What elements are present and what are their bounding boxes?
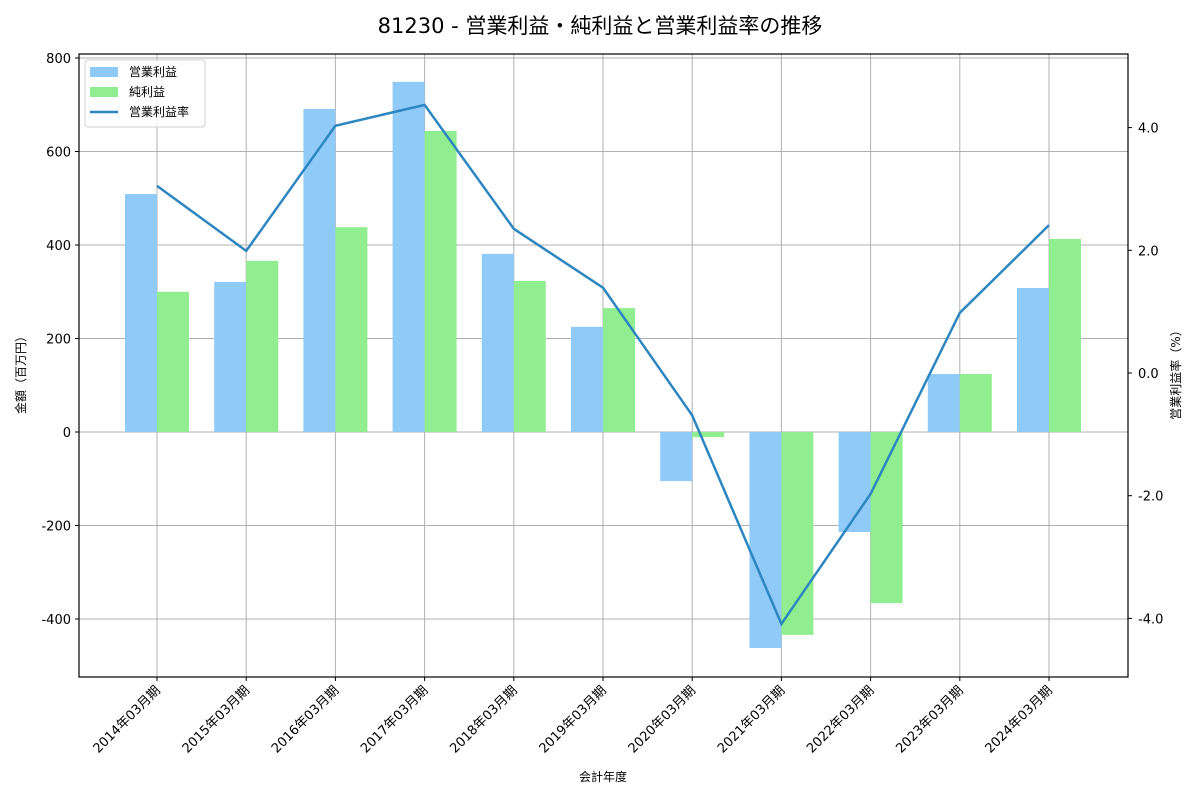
legend-label: 営業利益率: [129, 104, 189, 119]
y2-tick-label: 4.0: [1138, 122, 1159, 137]
operating-profit-bar: [392, 81, 425, 432]
operating-margin-line: [156, 103, 1050, 627]
x-tick-label: 2019年03月期: [537, 683, 610, 756]
legend-swatch-icon: [90, 87, 118, 97]
legend-swatch-icon: [90, 67, 118, 77]
y-axis-label: 金額（百万円）: [13, 330, 28, 414]
x-axis: 2014年03月期 2015年03月期 2016年03月期 2017年03月期 2018…: [91, 677, 1056, 757]
y2-axis-label: 営業利益率（%）: [1168, 324, 1183, 419]
net-profit-bar: [424, 130, 457, 432]
y-tick-label: 400: [46, 239, 71, 254]
line-series: [156, 103, 1050, 627]
y2-tick-label: 2.0: [1138, 244, 1159, 259]
x-tick-label: 2022年03月期: [804, 683, 877, 756]
x-tick-label: 2014年03月期: [91, 683, 164, 756]
x-tick-label: 2020年03月期: [626, 683, 699, 756]
net-profit-bar: [513, 280, 546, 432]
operating-profit-bar: [571, 326, 603, 432]
x-tick-label: 2023年03月期: [893, 683, 966, 756]
net-profit-bar: [959, 374, 992, 432]
y-tick-label: 0: [63, 426, 71, 441]
x-tick-label: 2016年03月期: [269, 683, 342, 756]
net-profit-bar: [870, 432, 903, 604]
left-y-axis: -400 -200 0 200 400 600 800: [41, 52, 79, 628]
y-tick-label: 200: [46, 333, 71, 348]
right-y-axis: -4.0 -2.0 0.0 2.0 4.0: [1128, 122, 1163, 627]
y-tick-label: 600: [46, 146, 71, 161]
y-tick-label: 800: [46, 52, 71, 67]
legend-label: 営業利益: [129, 65, 177, 79]
y2-tick-label: -4.0: [1138, 612, 1163, 627]
x-tick-label: 2024年03月期: [983, 683, 1056, 756]
y2-tick-label: -2.0: [1138, 490, 1163, 505]
net-profit-bar: [157, 291, 189, 432]
net-profit-bar: [781, 432, 814, 635]
x-tick-label: 2017年03月期: [358, 683, 431, 756]
x-tick-label: 2015年03月期: [180, 683, 253, 756]
operating-profit-bar: [125, 194, 157, 432]
operating-profit-bar: [303, 108, 336, 433]
y2-tick-label: 0.0: [1138, 367, 1159, 382]
net-profit-bar: [246, 260, 279, 432]
operating-profit-bar: [1017, 288, 1049, 432]
operating-profit-bar: [214, 281, 247, 432]
net-profit-bar: [692, 432, 725, 438]
net-profit-bar: [1049, 238, 1081, 432]
x-axis-label: 会計年度: [579, 769, 627, 784]
operating-profit-bar: [481, 253, 514, 432]
y-tick-label: -400: [41, 613, 71, 628]
net-profit-bar: [603, 308, 635, 432]
operating-profit-bar: [927, 374, 960, 432]
operating-profit-bar: [660, 432, 693, 482]
legend-label: 純利益: [129, 85, 165, 99]
chart-title: 81230 - 営業利益・純利益と営業利益率の推移: [377, 14, 823, 38]
y-tick-label: -200: [41, 520, 71, 535]
x-tick-label: 2021年03月期: [715, 683, 788, 756]
net-profit-bar: [335, 227, 368, 432]
x-tick-label: 2018年03月期: [447, 683, 520, 756]
